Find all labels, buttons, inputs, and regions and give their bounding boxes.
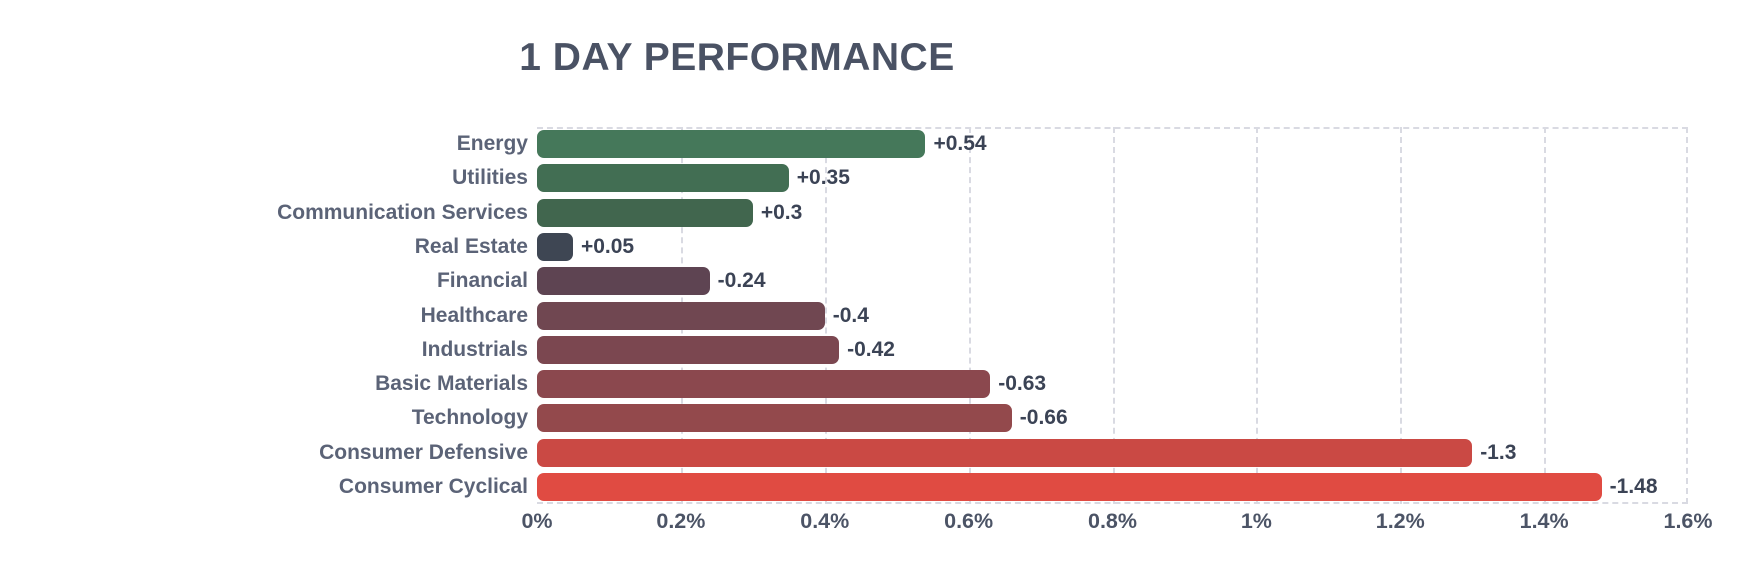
bar-row: -1.3 [537,435,1688,469]
performance-bar [537,232,573,261]
bar-value-label: -0.66 [1019,406,1068,430]
x-tick-label: 1.4% [1519,509,1569,533]
bar-value-label: -0.4 [832,303,869,327]
bar-row: -0.63 [537,367,1688,401]
category-label: Consumer Defensive [319,440,528,464]
performance-bar [537,267,710,296]
bar-value-label: -1.48 [1609,474,1658,498]
x-tick-label: 0.8% [1087,509,1138,533]
performance-bar [537,164,789,193]
performance-bar [537,335,840,364]
category-label: Financial [436,269,528,293]
category-label: Communication Services [277,200,528,224]
bar-value-label: -0.63 [998,372,1047,396]
performance-bar [537,130,926,159]
category-label: Energy [456,132,528,156]
category-label: Industrials [421,337,528,361]
bar-row: +0.54 [537,127,1688,161]
bar-value-label: -1.3 [1480,440,1517,464]
performance-bar [537,198,753,227]
bar-value-label: -0.42 [847,337,895,361]
performance-bar [537,438,1473,467]
gridline [1400,127,1403,504]
x-tick-label: 0.4% [800,509,850,533]
bar-row: -0.4 [537,298,1688,332]
x-tick-label: 1% [1240,509,1272,533]
category-label: Healthcare [420,303,528,327]
bar-row: -0.24 [537,264,1688,298]
performance-bar [537,472,1602,501]
chart-title: 1 DAY PERFORMANCE [519,36,955,79]
bar-row: -0.42 [537,333,1688,367]
value-axis: 0% 0.2% 0.4% 0.6% 0.8% 1% 1.2% 1.4% 1.6% [521,509,1712,539]
performance-bar [537,301,825,330]
bar-row: +0.05 [537,230,1688,264]
category-label: Real Estate [414,234,528,258]
bar-row: +0.35 [537,161,1688,195]
category-label: Utilities [452,166,528,190]
x-tick-label: 0% [521,509,553,533]
gridline [1544,127,1547,504]
x-tick-label: 0.6% [944,509,994,533]
bar-value-label: +0.3 [760,200,803,224]
gridline [1256,127,1259,504]
x-tick-label: 1.6% [1663,509,1713,533]
gridline [824,127,827,504]
bar-value-label: +0.05 [580,234,635,258]
bar-row: -1.48 [537,470,1688,504]
category-label: Consumer Cyclical [338,474,528,498]
bar-value-label: +0.35 [796,166,850,190]
category-label: Technology [411,406,528,430]
x-tick-label: 1.2% [1375,509,1425,533]
x-tick-label: 0.2% [656,509,706,533]
bar-value-label: +0.54 [933,132,987,156]
performance-bar [537,370,991,399]
category-axis: Energy Utilities Communication Services Rea… [0,127,528,504]
gridline [968,127,971,504]
gridline [1112,127,1115,504]
plot-area: +0.54 +0.35 +0.3 +0.05 -0.24 -0.4 -0.42 -0.63 -0… [537,127,1688,504]
bar-row: +0.3 [537,196,1688,230]
performance-bar [537,404,1012,433]
bar-row: -0.66 [537,401,1688,435]
bar-value-label: -0.24 [717,269,766,293]
category-label: Basic Materials [375,372,528,396]
